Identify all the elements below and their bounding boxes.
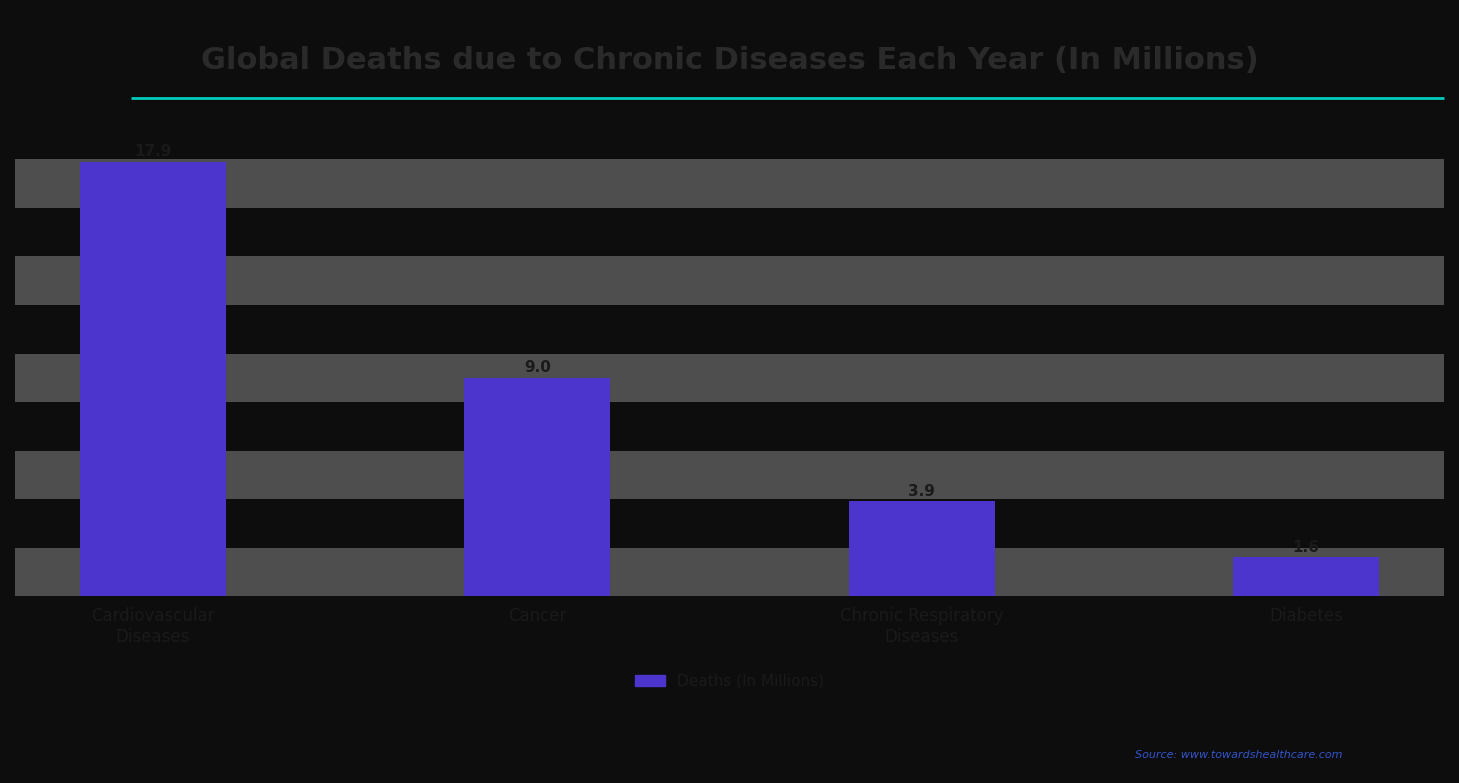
- Bar: [80, 162, 226, 596]
- Bar: [1233, 557, 1379, 596]
- Bar: [849, 501, 995, 596]
- Text: 3.9: 3.9: [909, 484, 935, 499]
- Legend: Deaths (In Millions): Deaths (In Millions): [629, 668, 830, 695]
- Bar: [15, 257, 1444, 305]
- Bar: [15, 160, 1444, 208]
- Bar: [15, 353, 1444, 402]
- Title: Global Deaths due to Chronic Diseases Each Year (In Millions): Global Deaths due to Chronic Diseases Ea…: [201, 46, 1258, 75]
- Text: 9.0: 9.0: [524, 360, 550, 375]
- Bar: [15, 450, 1444, 499]
- Text: 1.6: 1.6: [1293, 539, 1319, 555]
- Text: Source: www.towardshealthcare.com: Source: www.towardshealthcare.com: [1135, 749, 1342, 760]
- Bar: [15, 547, 1444, 596]
- Bar: [464, 377, 610, 596]
- Text: 17.9: 17.9: [134, 145, 172, 160]
